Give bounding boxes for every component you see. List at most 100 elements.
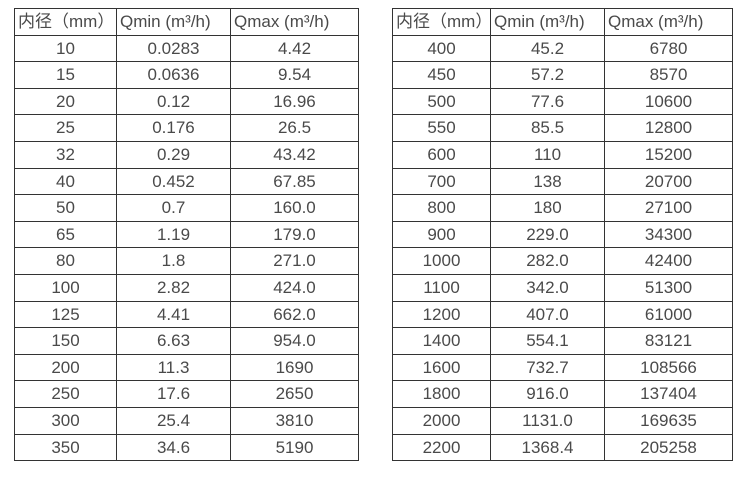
table-row: 1100 342.0 51300 <box>393 274 733 302</box>
table-row: 40 0.452 67.85 <box>15 168 359 196</box>
data-cell: 83121 <box>605 328 733 355</box>
table-row: 80 1.8 271.0 <box>15 248 359 275</box>
data-cell: 25 <box>15 115 117 142</box>
column-header: 内径（mm） <box>393 9 491 36</box>
data-cell: 300 <box>15 407 117 435</box>
table-row: 20 0.12 16.96 <box>15 88 359 116</box>
table-row: 1600 732.7 108566 <box>393 354 733 382</box>
data-cell: 8570 <box>605 62 733 89</box>
data-cell: 15 <box>15 62 117 89</box>
data-cell: 160.0 <box>231 195 359 222</box>
table-row: 1000 282.0 42400 <box>393 248 733 275</box>
data-cell: 424.0 <box>231 274 359 302</box>
data-cell: 6.63 <box>117 328 231 355</box>
data-cell: 32 <box>15 141 117 169</box>
data-cell: 0.0636 <box>117 62 231 89</box>
data-cell: 350 <box>15 434 117 462</box>
data-cell: 271.0 <box>231 248 359 275</box>
table-row: 400 45.2 6780 <box>393 35 733 63</box>
data-cell: 0.176 <box>117 115 231 142</box>
column-header: Qmin (m³/h) <box>491 9 605 36</box>
data-cell: 61000 <box>605 301 733 329</box>
data-cell: 51300 <box>605 274 733 302</box>
data-cell: 1.8 <box>117 248 231 275</box>
column-header: Qmax (m³/h) <box>231 9 359 36</box>
data-cell: 0.7 <box>117 195 231 222</box>
table-row: 125 4.41 662.0 <box>15 301 359 329</box>
data-cell: 10 <box>15 35 117 63</box>
data-cell: 110 <box>491 141 605 169</box>
table-row: 900 229.0 34300 <box>393 221 733 249</box>
data-cell: 2.82 <box>117 274 231 302</box>
table-row: 15 0.0636 9.54 <box>15 62 359 89</box>
data-cell: 1000 <box>393 248 491 275</box>
table-row: 32 0.29 43.42 <box>15 141 359 169</box>
table-row: 10 0.0283 4.42 <box>15 35 359 63</box>
data-cell: 0.452 <box>117 168 231 196</box>
table-row: 600 110 15200 <box>393 141 733 169</box>
table-row: 500 77.6 10600 <box>393 88 733 116</box>
table-row: 100 2.82 424.0 <box>15 274 359 302</box>
table-row: 1200 407.0 61000 <box>393 301 733 329</box>
data-cell: 50 <box>15 195 117 222</box>
data-cell: 700 <box>393 168 491 196</box>
data-cell: 554.1 <box>491 328 605 355</box>
data-cell: 77.6 <box>491 88 605 116</box>
data-cell: 34300 <box>605 221 733 249</box>
data-cell: 2650 <box>231 381 359 408</box>
table-row: 1800 916.0 137404 <box>393 381 733 408</box>
data-cell: 342.0 <box>491 274 605 302</box>
table-row: 300 25.4 3810 <box>15 407 359 435</box>
data-cell: 407.0 <box>491 301 605 329</box>
data-cell: 20700 <box>605 168 733 196</box>
data-cell: 1800 <box>393 381 491 408</box>
data-cell: 108566 <box>605 354 733 382</box>
data-cell: 1200 <box>393 301 491 329</box>
data-cell: 27100 <box>605 195 733 222</box>
data-cell: 65 <box>15 221 117 249</box>
data-cell: 15200 <box>605 141 733 169</box>
data-cell: 12800 <box>605 115 733 142</box>
data-cell: 1600 <box>393 354 491 382</box>
data-cell: 20 <box>15 88 117 116</box>
table-row: 250 17.6 2650 <box>15 381 359 408</box>
data-cell: 282.0 <box>491 248 605 275</box>
table-row: 25 0.176 26.5 <box>15 115 359 142</box>
data-cell: 3810 <box>231 407 359 435</box>
data-cell: 6780 <box>605 35 733 63</box>
data-cell: 1131.0 <box>491 407 605 435</box>
data-cell: 205258 <box>605 434 733 462</box>
data-cell: 45.2 <box>491 35 605 63</box>
data-cell: 0.12 <box>117 88 231 116</box>
data-cell: 4.42 <box>231 35 359 63</box>
data-cell: 169635 <box>605 407 733 435</box>
column-header: Qmin (m³/h) <box>117 9 231 36</box>
table-row: 200 11.3 1690 <box>15 354 359 382</box>
data-cell: 25.4 <box>117 407 231 435</box>
data-cell: 0.0283 <box>117 35 231 63</box>
data-cell: 900 <box>393 221 491 249</box>
data-cell: 450 <box>393 62 491 89</box>
data-cell: 9.54 <box>231 62 359 89</box>
data-cell: 0.29 <box>117 141 231 169</box>
table-row: 65 1.19 179.0 <box>15 221 359 249</box>
data-cell: 10600 <box>605 88 733 116</box>
data-cell: 800 <box>393 195 491 222</box>
data-cell: 80 <box>15 248 117 275</box>
data-cell: 100 <box>15 274 117 302</box>
data-cell: 57.2 <box>491 62 605 89</box>
data-cell: 138 <box>491 168 605 196</box>
data-cell: 1.19 <box>117 221 231 249</box>
table-row: 550 85.5 12800 <box>393 115 733 142</box>
data-cell: 16.96 <box>231 88 359 116</box>
data-cell: 4.41 <box>117 301 231 329</box>
data-cell: 954.0 <box>231 328 359 355</box>
table-row: 2200 1368.4 205258 <box>393 434 733 462</box>
data-cell: 17.6 <box>117 381 231 408</box>
header-row: 内径（mm） Qmin (m³/h) Qmax (m³/h) <box>15 9 359 36</box>
data-cell: 400 <box>393 35 491 63</box>
data-cell: 250 <box>15 381 117 408</box>
table-row: 50 0.7 160.0 <box>15 195 359 222</box>
data-cell: 916.0 <box>491 381 605 408</box>
